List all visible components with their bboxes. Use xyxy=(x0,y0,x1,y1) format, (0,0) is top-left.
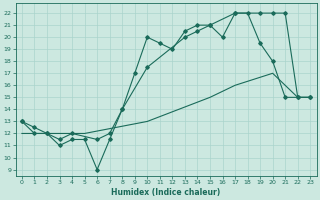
X-axis label: Humidex (Indice chaleur): Humidex (Indice chaleur) xyxy=(111,188,221,197)
